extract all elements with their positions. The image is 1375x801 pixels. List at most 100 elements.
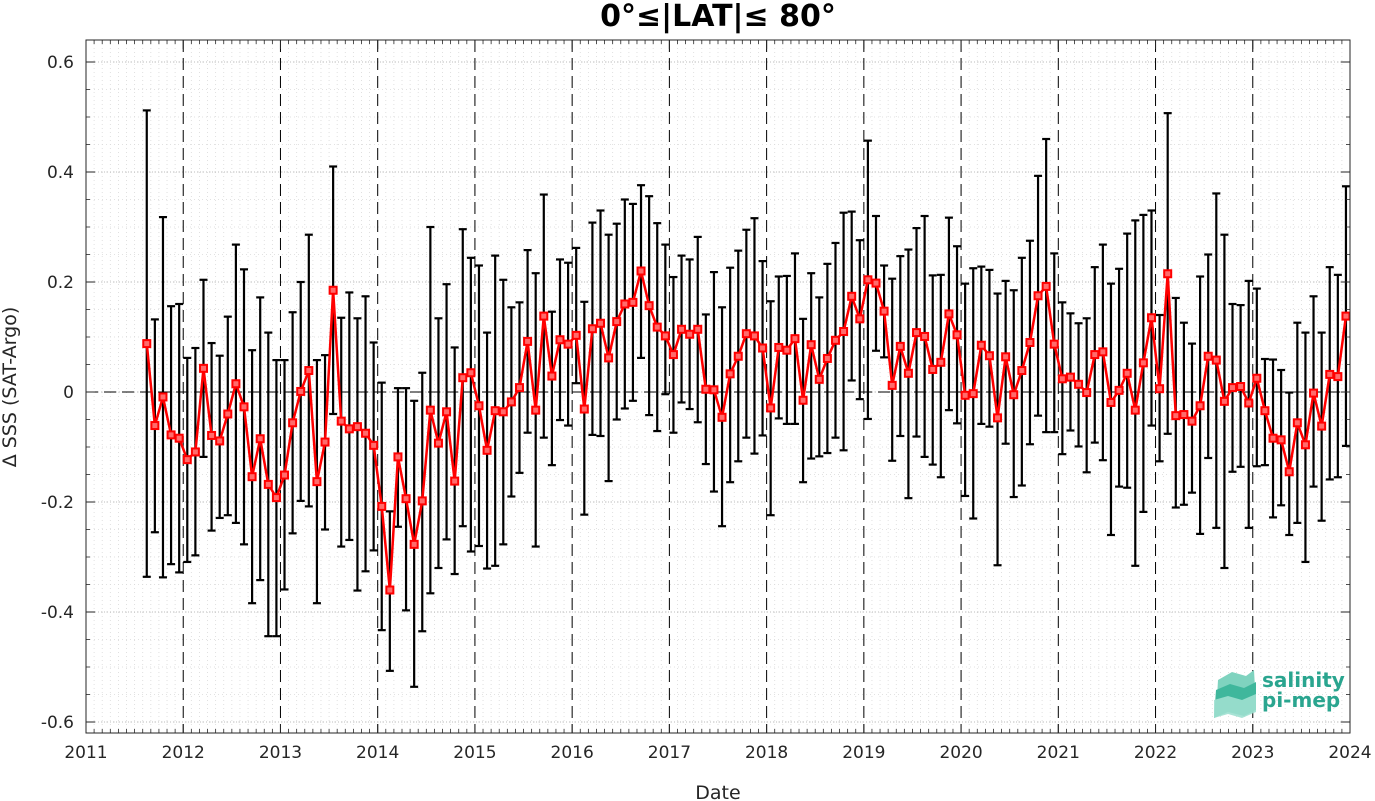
data-point [1074,379,1084,389]
data-point [320,437,330,447]
y-axis-label: Δ SSS (SAT-Argo) [0,307,21,467]
data-point [871,278,881,288]
data-point [433,438,443,448]
data-point [1122,368,1132,378]
x-tick-label: 2011 [64,743,107,763]
y-tick-label: -0.2 [41,493,74,513]
data-point [1325,369,1335,379]
data-point [1114,385,1124,395]
data-point [385,585,395,595]
data-point [1252,373,1262,383]
data-point [717,412,727,422]
data-point [879,306,889,316]
x-tick-label: 2013 [259,743,302,763]
data-point [620,299,630,309]
data-point [1138,358,1148,368]
data-point [1009,390,1019,400]
data-point [1049,339,1059,349]
data-point [782,345,792,355]
data-point [887,380,897,390]
data-point [198,363,208,373]
data-point [604,353,614,363]
data-point [190,447,200,457]
data-point [425,405,435,415]
data-point [344,424,354,434]
data-point [1341,311,1351,321]
data-point [417,496,427,506]
data-point [668,350,678,360]
x-tick-label: 2021 [1037,743,1080,763]
data-point [466,368,476,378]
data-point [1203,351,1213,361]
data-point [1284,467,1294,477]
data-point [749,331,759,341]
data-point [936,357,946,367]
y-tick-label: 0.4 [47,163,74,183]
data-point [1098,347,1108,357]
data-point [1300,440,1310,450]
plot-frame [85,39,1351,734]
data-point [1025,338,1035,347]
data-point [369,440,379,450]
data-point [587,324,597,334]
data-point [555,335,565,345]
data-point [571,330,581,340]
data-point [741,329,751,339]
data-point [766,403,776,413]
data-point [839,327,849,336]
data-point [1057,374,1067,384]
data-point [636,266,646,276]
data-point [523,336,533,346]
data-point [207,430,217,440]
data-point [1041,281,1051,291]
data-point [1017,366,1027,376]
data-point [1155,384,1165,394]
wave-logo-icon [1214,670,1256,718]
data-point [1065,372,1075,382]
data-point [223,409,233,419]
data-point [393,452,403,462]
data-point [239,402,249,412]
data-point [798,395,808,405]
data-point [952,330,962,340]
data-point [1276,435,1286,445]
minor-grid [86,40,1350,733]
data-point [255,434,265,444]
data-point [142,339,152,349]
data-point [474,401,484,411]
data-point [304,366,314,376]
data-point [725,369,735,379]
data-point [1211,355,1221,365]
y-tick-labels: -0.6 -0.4 -0.2 0 0.2 0.4 0.6 [41,53,74,733]
data-point [231,379,241,389]
data-point [1090,350,1100,360]
data-point [596,318,606,328]
salinity-pi-mep-logo: salinity pi-mep [1214,668,1345,718]
data-point [928,364,938,374]
data-point [312,477,322,487]
data-point [482,445,492,455]
x-tick-label: 2015 [453,743,496,763]
data-point [984,351,994,361]
x-axis-label: Date [695,782,740,801]
data-point [215,436,225,446]
data-point [855,314,865,324]
data-point [863,275,873,285]
data-point [790,334,800,344]
data-point [579,404,589,414]
y-tick-label: 0.6 [47,53,74,73]
y-tick-label: -0.4 [41,603,74,623]
data-point [271,493,281,503]
data-point [547,371,557,381]
x-tick-label: 2024 [1328,743,1371,763]
data-point [993,413,1003,423]
data-point [1219,396,1229,406]
data-point [968,389,978,399]
data-point [822,353,832,363]
data-point [563,339,573,349]
data-point [774,342,784,352]
data-point [1309,388,1319,398]
x-tick-label: 2020 [939,743,982,763]
data-point [701,384,711,394]
